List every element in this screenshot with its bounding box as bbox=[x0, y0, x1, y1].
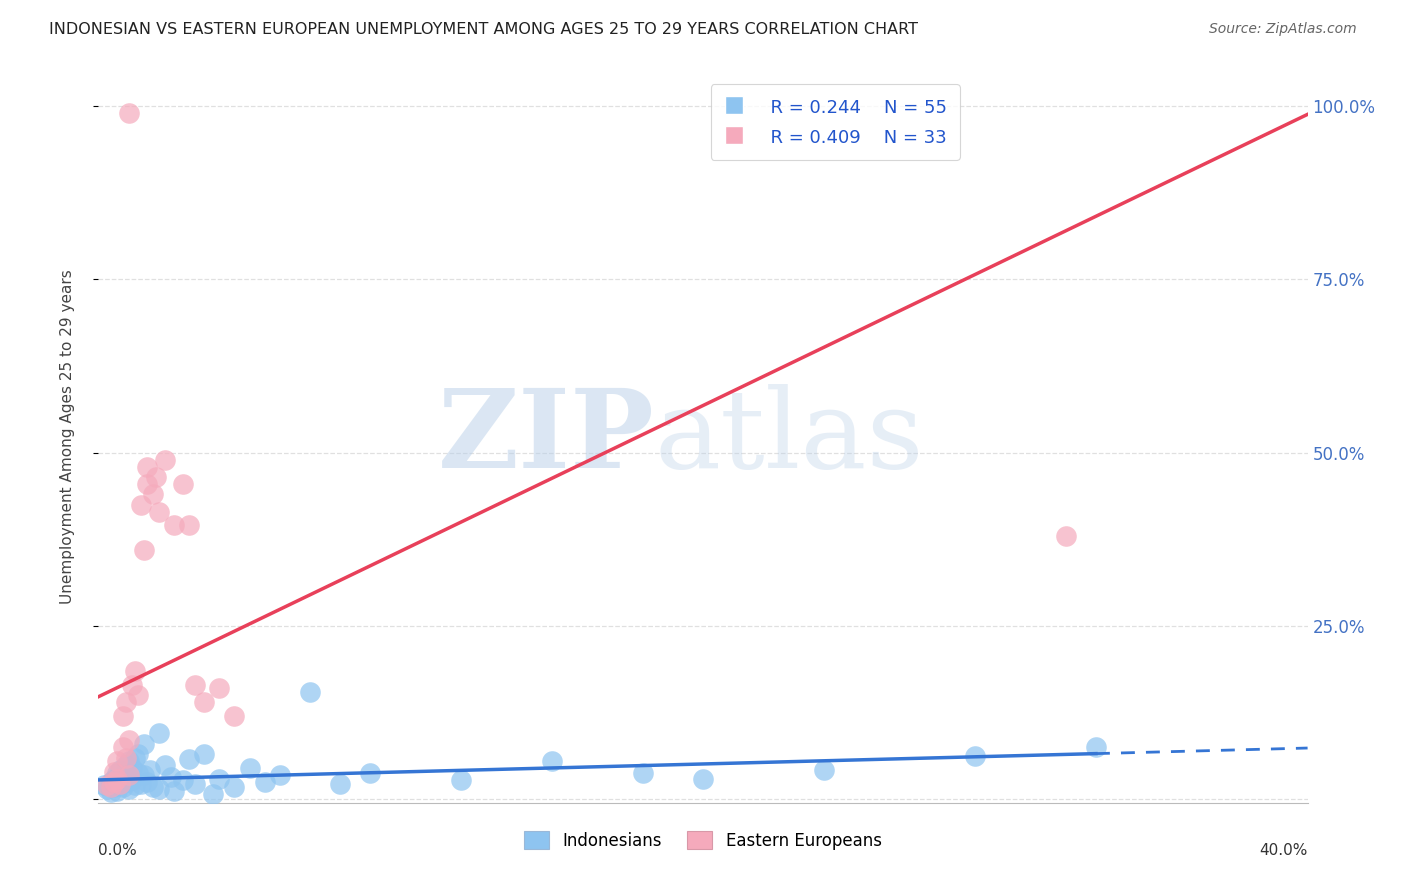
Y-axis label: Unemployment Among Ages 25 to 29 years: Unemployment Among Ages 25 to 29 years bbox=[60, 269, 75, 605]
Point bbox=[299, 685, 322, 699]
Text: ZIP: ZIP bbox=[437, 384, 655, 491]
Point bbox=[105, 754, 128, 768]
Point bbox=[153, 452, 176, 467]
Text: atlas: atlas bbox=[655, 384, 924, 491]
Point bbox=[193, 747, 215, 762]
Point bbox=[540, 754, 562, 768]
Point bbox=[124, 664, 146, 678]
Point bbox=[224, 780, 246, 794]
Point bbox=[118, 106, 141, 120]
Point bbox=[105, 777, 128, 791]
Point bbox=[184, 777, 207, 791]
Point bbox=[127, 747, 149, 762]
Point bbox=[179, 518, 201, 533]
Text: 40.0%: 40.0% bbox=[1260, 843, 1308, 858]
Point bbox=[208, 681, 231, 696]
Point bbox=[129, 777, 152, 791]
Point bbox=[329, 777, 352, 791]
Legend: Indonesians, Eastern Europeans: Indonesians, Eastern Europeans bbox=[517, 824, 889, 856]
Point bbox=[121, 772, 143, 787]
Point bbox=[965, 749, 987, 764]
Text: Source: ZipAtlas.com: Source: ZipAtlas.com bbox=[1209, 22, 1357, 37]
Point bbox=[111, 740, 134, 755]
Point bbox=[179, 752, 201, 766]
Point bbox=[118, 768, 141, 782]
Text: 0.0%: 0.0% bbox=[98, 843, 138, 858]
Point bbox=[132, 542, 155, 557]
Point bbox=[124, 779, 146, 793]
Point bbox=[163, 784, 186, 798]
Point bbox=[111, 780, 134, 794]
Point bbox=[121, 761, 143, 775]
Point bbox=[103, 764, 125, 779]
Point bbox=[124, 750, 146, 764]
Point bbox=[114, 757, 136, 772]
Point bbox=[118, 781, 141, 796]
Point bbox=[127, 766, 149, 780]
Point bbox=[163, 518, 186, 533]
Point bbox=[105, 784, 128, 798]
Point bbox=[1085, 740, 1108, 755]
Point bbox=[111, 709, 134, 723]
Point bbox=[111, 768, 134, 782]
Point bbox=[114, 695, 136, 709]
Text: INDONESIAN VS EASTERN EUROPEAN UNEMPLOYMENT AMONG AGES 25 TO 29 YEARS CORRELATIO: INDONESIAN VS EASTERN EUROPEAN UNEMPLOYM… bbox=[49, 22, 918, 37]
Point bbox=[105, 766, 128, 780]
Point bbox=[208, 772, 231, 786]
Point bbox=[118, 754, 141, 768]
Point bbox=[96, 779, 118, 793]
Point bbox=[148, 781, 170, 796]
Point bbox=[114, 750, 136, 764]
Point bbox=[160, 770, 183, 784]
Point bbox=[100, 780, 122, 794]
Point bbox=[813, 763, 835, 777]
Point bbox=[202, 787, 225, 801]
Point bbox=[631, 766, 654, 780]
Point bbox=[129, 498, 152, 512]
Point bbox=[148, 726, 170, 740]
Point bbox=[118, 770, 141, 784]
Point bbox=[132, 737, 155, 751]
Point bbox=[142, 780, 165, 794]
Point bbox=[135, 459, 157, 474]
Point bbox=[100, 785, 122, 799]
Point bbox=[145, 470, 167, 484]
Point bbox=[105, 772, 128, 786]
Point bbox=[139, 763, 162, 777]
Point bbox=[172, 772, 194, 787]
Point bbox=[224, 709, 246, 723]
Point bbox=[450, 772, 472, 787]
Point bbox=[103, 772, 125, 786]
Point bbox=[360, 766, 382, 780]
Point bbox=[253, 775, 276, 789]
Point bbox=[96, 781, 118, 796]
Point bbox=[148, 505, 170, 519]
Point bbox=[127, 689, 149, 703]
Point bbox=[114, 775, 136, 789]
Point bbox=[239, 761, 262, 775]
Point bbox=[1054, 529, 1077, 543]
Point bbox=[108, 777, 131, 791]
Point bbox=[108, 763, 131, 777]
Point bbox=[100, 775, 122, 789]
Point bbox=[692, 772, 714, 786]
Point bbox=[269, 768, 291, 782]
Point bbox=[135, 476, 157, 491]
Point bbox=[193, 695, 215, 709]
Point bbox=[103, 775, 125, 789]
Point bbox=[132, 768, 155, 782]
Point bbox=[103, 780, 125, 794]
Point bbox=[108, 772, 131, 787]
Point bbox=[184, 678, 207, 692]
Point bbox=[121, 678, 143, 692]
Point bbox=[172, 476, 194, 491]
Point bbox=[93, 779, 115, 793]
Point bbox=[153, 757, 176, 772]
Point bbox=[118, 733, 141, 747]
Point bbox=[142, 487, 165, 501]
Point bbox=[135, 775, 157, 789]
